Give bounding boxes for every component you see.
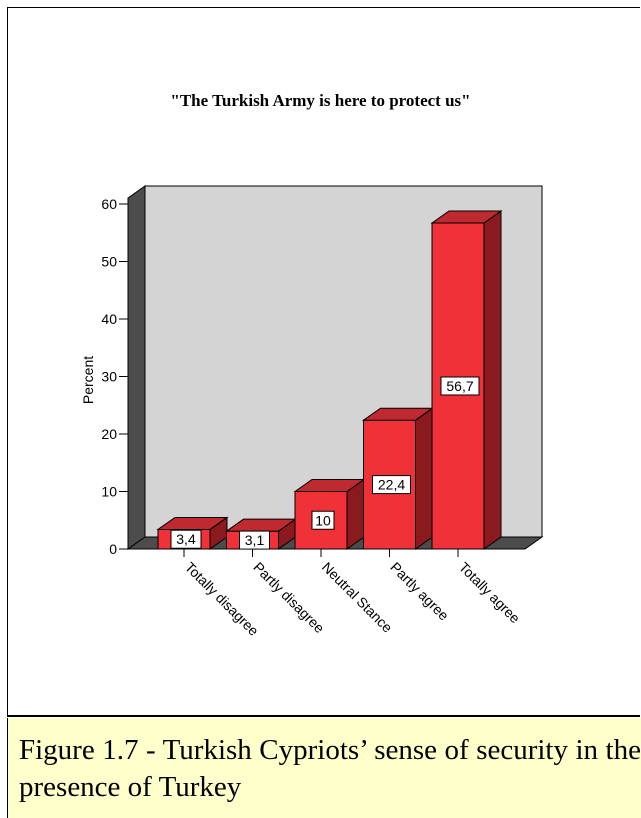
figure-caption-text: Figure 1.7 - Turkish Cypriots’ sense of … <box>19 734 641 803</box>
data-label-box <box>440 376 480 396</box>
y-axis-title: Percent <box>80 356 96 404</box>
bar-side <box>415 407 433 550</box>
x-category-label: Neutral Stance <box>319 559 396 636</box>
figure-caption: Figure 1.7 - Turkish Cypriots’ sense of … <box>7 718 641 818</box>
data-label: 3,1 <box>245 532 265 548</box>
y-tick-label: 10 <box>101 484 117 500</box>
y-tick-label: 20 <box>101 426 117 442</box>
data-label: 56,7 <box>446 378 473 394</box>
y-tick-label: 40 <box>101 311 117 327</box>
bar-side <box>483 210 502 550</box>
y-tick-label: 60 <box>101 196 117 212</box>
bar-chart: 0 10 20 30 40 50 60 Percent 3,4 Totally disagree 3… <box>80 185 544 639</box>
data-label: 3,4 <box>176 531 196 547</box>
x-category-label: Totally agree <box>456 559 524 627</box>
data-label-box <box>170 529 202 549</box>
data-label: 22,4 <box>378 477 405 493</box>
data-label: 10 <box>315 512 331 528</box>
data-label-box <box>239 530 270 550</box>
data-label-box <box>311 510 335 530</box>
chart-title: "The Turkish Army is here to protect us" <box>170 91 471 110</box>
y-tick-label: 50 <box>101 254 117 270</box>
bar-top <box>430 210 503 224</box>
x-category-label: Partly disagree <box>250 559 327 636</box>
chart-side-wall <box>127 185 146 550</box>
data-label-box <box>372 475 411 495</box>
x-category-label: Totally disagree <box>182 559 262 639</box>
bar-top <box>156 516 229 530</box>
y-tick-label: 0 <box>109 541 117 557</box>
y-tick-label: 30 <box>101 369 117 385</box>
x-category-label: Partly agree <box>387 559 452 624</box>
